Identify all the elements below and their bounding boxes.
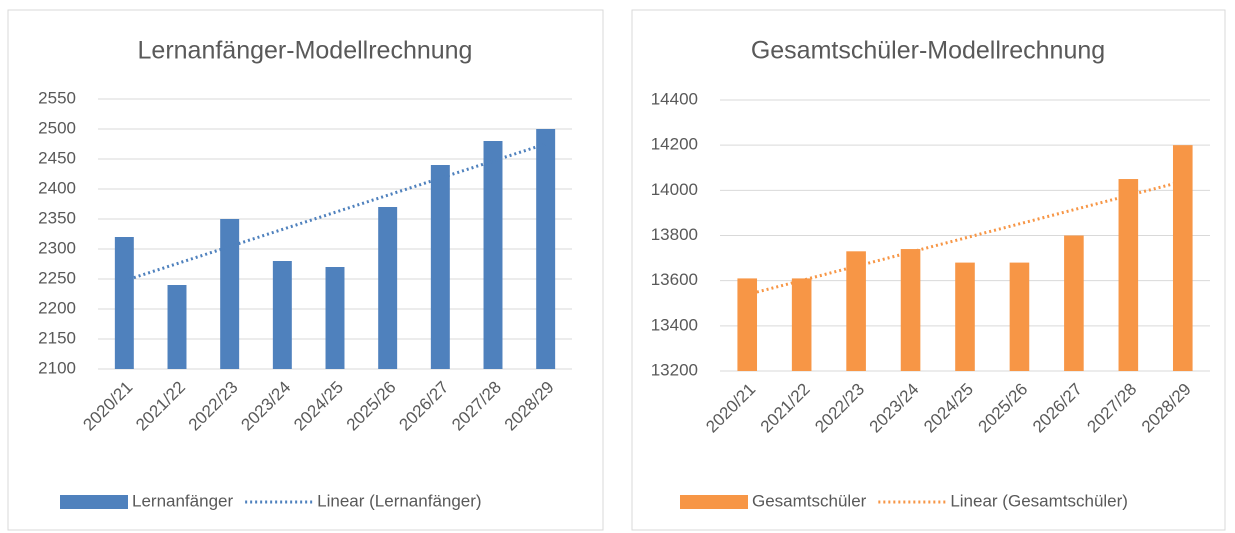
y-tick-label: 2450 bbox=[38, 148, 76, 167]
bar bbox=[483, 141, 503, 369]
y-tick-label: 13400 bbox=[651, 315, 698, 334]
trend-line bbox=[123, 142, 547, 283]
bar bbox=[846, 251, 866, 371]
y-tick-label: 13600 bbox=[651, 270, 698, 289]
chart-title: Lernanfänger-Modellrechnung bbox=[138, 37, 473, 65]
y-tick-label: 14000 bbox=[651, 180, 698, 199]
y-tick-label: 2550 bbox=[38, 88, 76, 107]
y-tick-label: 2150 bbox=[38, 328, 76, 347]
chart-title: Gesamtschüler-Modellrechnung bbox=[751, 37, 1105, 65]
y-tick-label: 2100 bbox=[38, 358, 76, 377]
bar bbox=[536, 129, 556, 369]
bar bbox=[900, 249, 921, 371]
bar bbox=[791, 278, 812, 371]
y-tick-label: 2250 bbox=[38, 268, 76, 287]
bar bbox=[167, 285, 187, 369]
y-tick-label: 14400 bbox=[651, 89, 698, 108]
bar bbox=[955, 262, 975, 371]
y-tick-label: 2200 bbox=[38, 298, 76, 317]
legend-label: Linear (Gesamtschüler) bbox=[950, 491, 1128, 510]
bar bbox=[272, 261, 292, 369]
bar bbox=[1172, 145, 1193, 371]
bar bbox=[220, 219, 240, 369]
trend-line bbox=[746, 179, 1184, 297]
bar bbox=[737, 278, 758, 371]
y-tick-label: 2500 bbox=[38, 118, 76, 137]
y-tick-label: 13800 bbox=[651, 225, 698, 244]
legend-label: Gesamtschüler bbox=[752, 491, 867, 510]
bar bbox=[325, 267, 345, 369]
legend-label: Lernanfänger bbox=[132, 491, 233, 510]
legend-swatch bbox=[60, 495, 128, 509]
y-tick-label: 13200 bbox=[651, 360, 698, 379]
y-tick-label: 14200 bbox=[651, 135, 698, 154]
bar bbox=[430, 165, 450, 369]
bar bbox=[378, 207, 398, 369]
chart-frame bbox=[7, 9, 604, 531]
y-tick-label: 2350 bbox=[38, 208, 76, 227]
legend-label: Linear (Lernanfänger) bbox=[317, 491, 481, 510]
bar bbox=[1009, 262, 1030, 371]
y-tick-label: 2400 bbox=[38, 178, 76, 197]
bar bbox=[1064, 235, 1084, 371]
legend-swatch bbox=[680, 495, 748, 509]
y-tick-label: 2300 bbox=[38, 238, 76, 257]
bar bbox=[1118, 179, 1139, 371]
bar bbox=[114, 237, 134, 369]
